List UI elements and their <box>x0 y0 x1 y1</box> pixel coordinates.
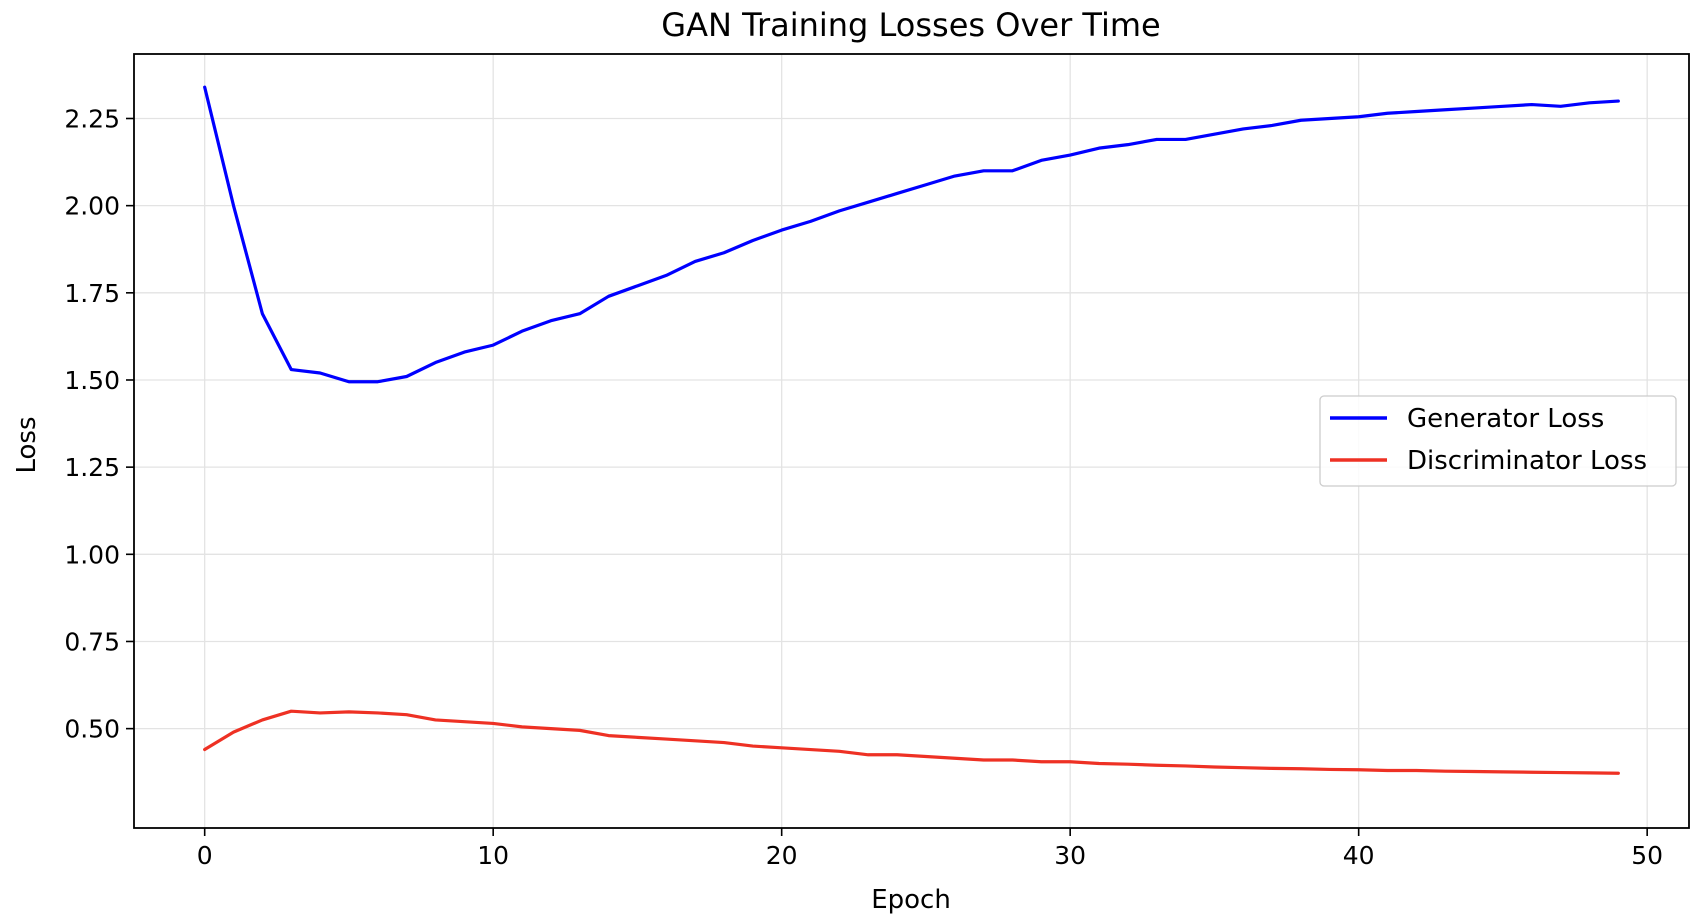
legend-box <box>1319 395 1677 487</box>
x-axis: 0 10 20 30 40 50 <box>197 828 1663 870</box>
x-tick-label: 0 <box>197 841 213 870</box>
y-tick-label: 1.75 <box>64 279 120 308</box>
series-lines <box>203 85 1620 775</box>
x-tick-label: 30 <box>1054 841 1086 870</box>
y-tick-label: 1.50 <box>64 366 120 395</box>
y-tick-label: 0.50 <box>64 715 120 744</box>
x-tick-label: 40 <box>1343 841 1375 870</box>
y-tick-label: 2.25 <box>64 105 120 134</box>
legend: Generator Loss Discriminator Loss <box>1319 395 1677 487</box>
chart-title: GAN Training Losses Over Time <box>661 6 1160 44</box>
x-tick-label: 20 <box>766 841 798 870</box>
plot-frame <box>133 53 1690 829</box>
y-tick-label: 2.00 <box>64 192 120 221</box>
y-tick-label: 0.75 <box>64 627 120 656</box>
legend-label-generator-loss: Generator Loss <box>1407 404 1604 434</box>
x-tick-label: 50 <box>1631 841 1663 870</box>
series-line-generator-loss <box>203 85 1620 384</box>
x-tick-label: 10 <box>477 841 509 870</box>
y-axis-label: Loss <box>12 416 42 473</box>
legend-label-discriminator-loss: Discriminator Loss <box>1407 446 1647 476</box>
y-tick-label: 1.25 <box>64 453 120 482</box>
y-tick-label: 1.00 <box>64 540 120 569</box>
y-axis: 0.50 0.75 1.00 1.25 1.50 1.75 2.00 2.25 <box>64 105 134 744</box>
series-line-discriminator-loss <box>203 709 1620 775</box>
x-axis-label: Epoch <box>871 885 951 915</box>
